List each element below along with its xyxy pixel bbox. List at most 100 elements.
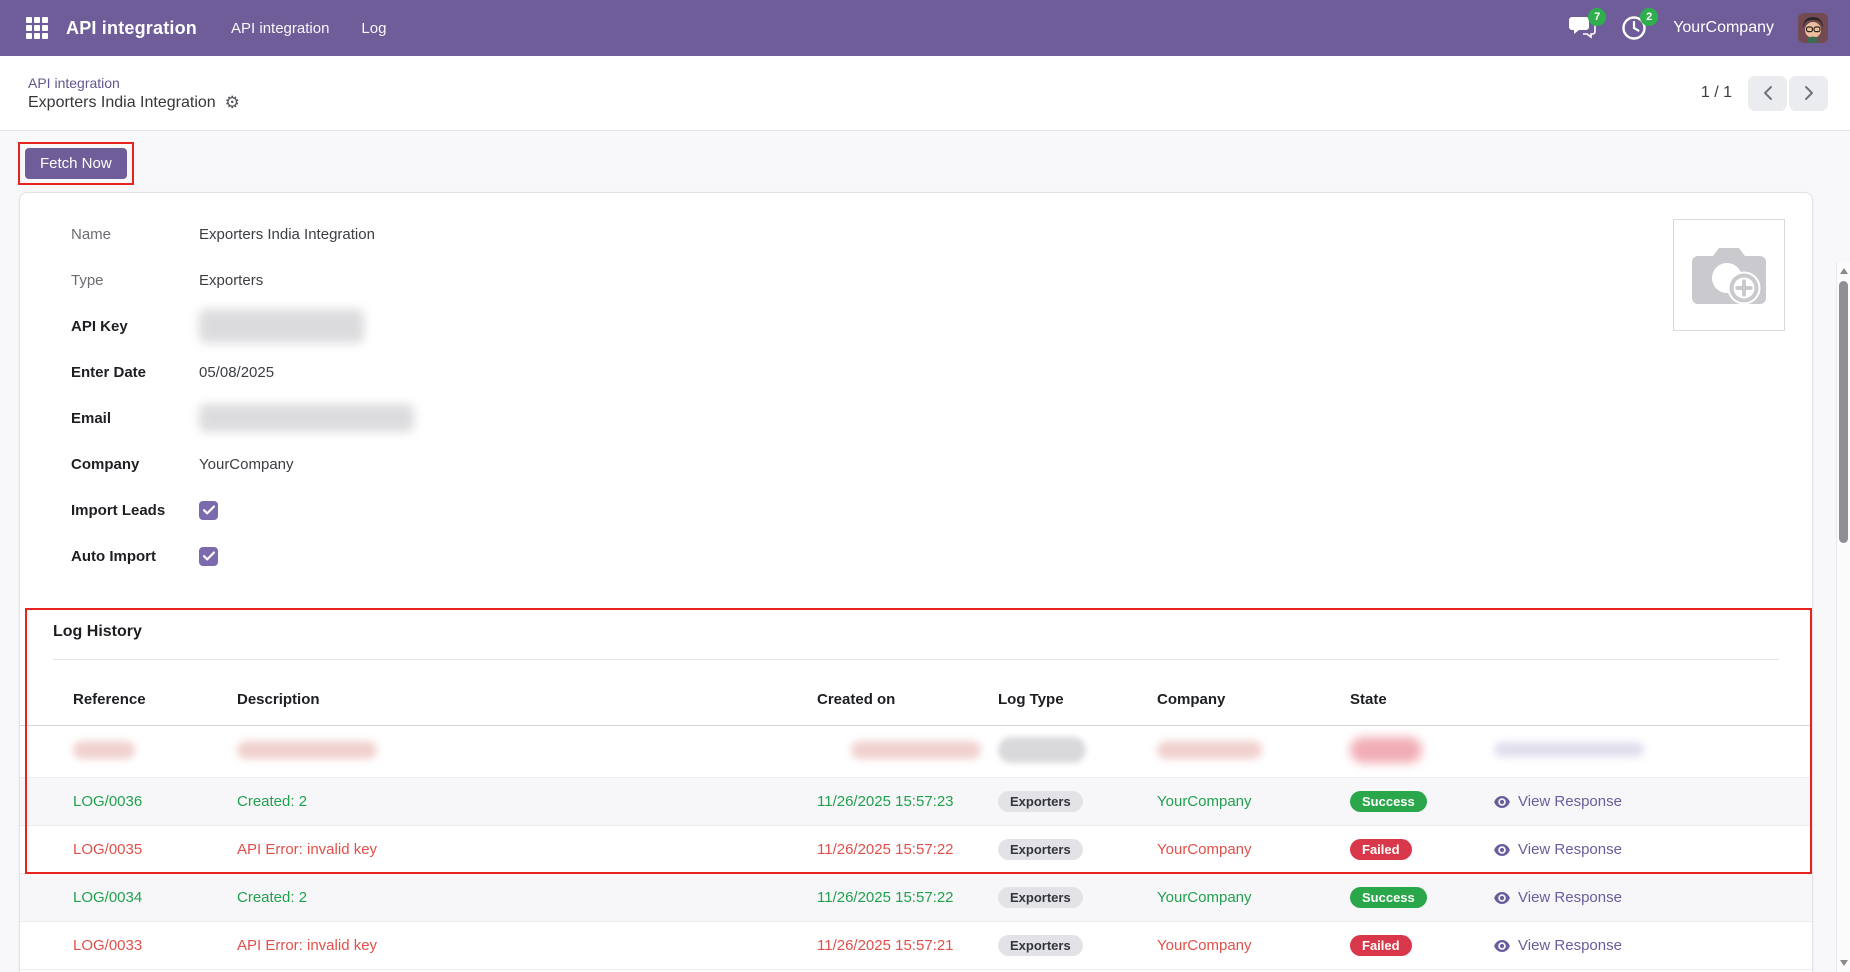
- field-label: Company: [71, 455, 140, 473]
- view-response-link[interactable]: View Response: [1494, 937, 1784, 954]
- log-reference[interactable]: LOG/0034: [73, 889, 143, 906]
- field-row-company: Company YourCompany: [71, 449, 1812, 479]
- messages-button[interactable]: 7: [1569, 8, 1607, 41]
- company-field[interactable]: YourCompany: [199, 455, 294, 473]
- activities-button[interactable]: 2: [1621, 8, 1659, 41]
- scrollbar-down-arrow[interactable]: [1840, 960, 1848, 966]
- log-type-badge: Exporters: [998, 887, 1083, 908]
- log-description: API Error: invalid key: [237, 937, 378, 954]
- redacted-created-on: [851, 740, 981, 759]
- scrollbar-up-arrow[interactable]: [1840, 268, 1848, 274]
- log-table-rows: LOG/0036 Created: 2 11/26/2025 15:57:23 Exp…: [20, 726, 1812, 970]
- app-brand: API integration: [66, 17, 198, 38]
- redacted-company: [1157, 740, 1262, 759]
- apps-grid-icon[interactable]: [22, 13, 52, 43]
- enter-date-field[interactable]: 05/08/2025: [199, 363, 275, 381]
- user-avatar[interactable]: [1798, 13, 1828, 43]
- api-key-field-redacted[interactable]: [199, 309, 364, 343]
- log-description: Created: 2: [237, 793, 308, 810]
- log-row[interactable]: LOG/0034 Created: 2 11/26/2025 15:57:22 Exp…: [20, 874, 1812, 922]
- scrollbar-thumb[interactable]: [1839, 281, 1848, 543]
- field-row-enter-date: Enter Date 05/08/2025: [71, 357, 1812, 387]
- control-panel: API integration Exporters India Integrat…: [0, 56, 1850, 131]
- topbar-right: 7 2 YourCompany: [1569, 8, 1836, 43]
- state-badge: Success: [1350, 887, 1427, 908]
- log-description: API Error: invalid key: [237, 841, 378, 858]
- column-header-log-type[interactable]: Log Type: [998, 691, 1064, 708]
- eye-icon: [1494, 843, 1510, 856]
- log-reference[interactable]: LOG/0035: [73, 841, 143, 858]
- menu-api-integration[interactable]: API integration: [231, 19, 330, 37]
- top-navbar: API integration API integration Log 7 2 …: [0, 0, 1850, 56]
- field-row-auto-import: Auto Import: [71, 541, 1812, 571]
- column-header-reference[interactable]: Reference: [73, 691, 146, 708]
- fetch-now-button[interactable]: Fetch Now: [25, 148, 127, 179]
- log-created-on: 11/26/2025 15:57:22: [817, 841, 954, 858]
- log-company: YourCompany: [1157, 937, 1252, 954]
- camera-plus-icon: [1692, 248, 1766, 305]
- log-company: YourCompany: [1157, 889, 1252, 906]
- pager-previous-button[interactable]: [1748, 75, 1787, 111]
- email-field-redacted[interactable]: [199, 404, 414, 432]
- view-response-link[interactable]: View Response: [1494, 793, 1784, 810]
- log-created-on: 11/26/2025 15:57:22: [817, 889, 954, 906]
- column-header-state[interactable]: State: [1350, 691, 1387, 708]
- company-switcher[interactable]: YourCompany: [1673, 19, 1774, 36]
- redacted-action: [1494, 742, 1644, 757]
- log-type-badge: Exporters: [998, 791, 1083, 812]
- check-icon: [202, 505, 215, 515]
- log-company: YourCompany: [1157, 793, 1252, 810]
- field-row-api-key: API Key: [71, 309, 1812, 343]
- menu-log[interactable]: Log: [361, 19, 387, 37]
- check-icon: [202, 551, 215, 561]
- redacted-description: [237, 740, 377, 759]
- avatar-image: [1798, 13, 1828, 43]
- field-label: Name: [71, 225, 112, 243]
- chevron-left-icon: [1763, 86, 1772, 100]
- type-field[interactable]: Exporters: [199, 271, 264, 289]
- chevron-right-icon: [1804, 86, 1813, 100]
- log-row[interactable]: LOG/0033 API Error: invalid key 11/26/2025…: [20, 922, 1812, 970]
- log-reference[interactable]: LOG/0036: [73, 793, 143, 810]
- log-created-on: 11/26/2025 15:57:23: [817, 793, 954, 810]
- form-sheet: Name Exporters India Integration Type Ex…: [19, 192, 1813, 972]
- record-image-upload[interactable]: [1673, 219, 1785, 331]
- log-history-title: Log History: [53, 623, 142, 640]
- messages-count-badge: 7: [1588, 8, 1607, 26]
- state-badge: Success: [1350, 791, 1427, 812]
- field-label: Email: [71, 409, 112, 427]
- log-reference[interactable]: LOG/0033: [73, 937, 143, 954]
- log-row[interactable]: LOG/0036 Created: 2 11/26/2025 15:57:23 Exp…: [20, 778, 1812, 826]
- field-row-name: Name Exporters India Integration: [71, 219, 1812, 249]
- view-response-link[interactable]: View Response: [1494, 889, 1784, 906]
- log-row[interactable]: LOG/0035 API Error: invalid key 11/26/2025…: [20, 826, 1812, 874]
- state-badge: Failed: [1350, 839, 1412, 860]
- field-row-import-leads: Import Leads: [71, 495, 1812, 525]
- vertical-scrollbar[interactable]: [1836, 262, 1850, 972]
- log-row-redacted[interactable]: [20, 726, 1812, 778]
- column-header-company[interactable]: Company: [1157, 691, 1226, 708]
- record-title: Exporters India Integration: [28, 93, 216, 111]
- redacted-state: [1350, 736, 1422, 763]
- field-label: Auto Import: [71, 547, 156, 565]
- field-label: API Key: [71, 317, 128, 335]
- auto-import-checkbox[interactable]: [199, 546, 218, 566]
- activities-count-badge: 2: [1640, 8, 1659, 26]
- name-field[interactable]: Exporters India Integration: [199, 225, 375, 243]
- log-table-header: Reference Description Created on Log Typ…: [20, 674, 1812, 726]
- breadcrumb-parent-link[interactable]: API integration: [28, 74, 120, 91]
- view-response-link[interactable]: View Response: [1494, 841, 1784, 858]
- pager-next-button[interactable]: [1789, 75, 1828, 111]
- log-company: YourCompany: [1157, 841, 1252, 858]
- field-group: Name Exporters India Integration Type Ex…: [20, 193, 1812, 571]
- state-badge: Failed: [1350, 935, 1412, 956]
- column-header-description[interactable]: Description: [237, 691, 320, 708]
- column-header-created-on[interactable]: Created on: [817, 691, 896, 708]
- redacted-reference: [73, 740, 135, 759]
- field-label: Type: [71, 271, 104, 289]
- log-history-section: Log History Reference Description Create…: [20, 609, 1812, 970]
- import-leads-checkbox[interactable]: [199, 500, 218, 520]
- grid-icon: [26, 17, 48, 39]
- divider: [53, 659, 1779, 660]
- settings-gear-icon[interactable]: ⚙: [224, 93, 240, 112]
